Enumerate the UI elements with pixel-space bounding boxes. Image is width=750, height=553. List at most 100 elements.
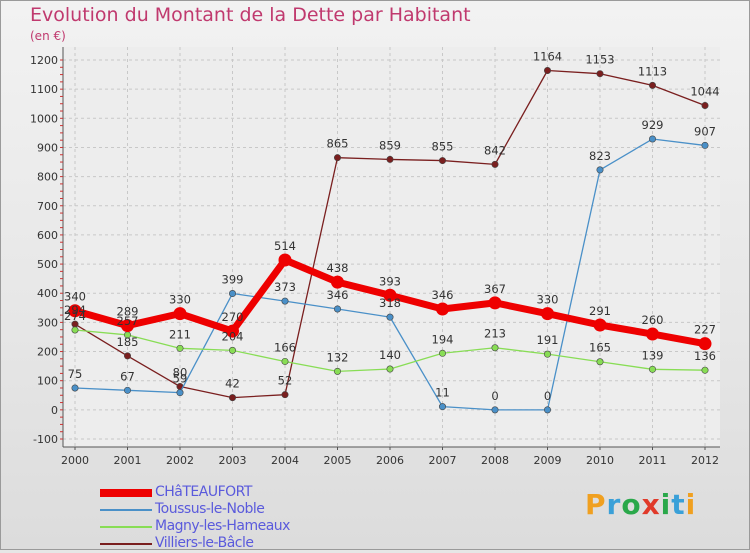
data-label: 194	[432, 332, 454, 346]
data-point	[438, 403, 446, 411]
data-label: 393	[379, 274, 401, 288]
data-point	[543, 406, 551, 414]
data-point	[333, 305, 341, 313]
legend-swatch-chateaufort	[100, 489, 152, 497]
data-label: 260	[642, 313, 664, 327]
data-point	[121, 319, 134, 333]
x-tick-label: 2007	[429, 454, 457, 467]
y-tick-label: 200	[37, 346, 58, 359]
data-label: 346	[432, 288, 454, 302]
y-tick-label: 1200	[30, 54, 58, 67]
x-tick-label: 2004	[271, 454, 299, 467]
data-label: 346	[327, 288, 349, 302]
data-point	[438, 157, 446, 165]
x-tick-label: 2006	[376, 454, 404, 467]
legend-swatch-villiers	[100, 543, 152, 545]
x-tick-label: 2008	[481, 454, 509, 467]
logo-letter: i	[660, 488, 672, 521]
data-point	[701, 101, 709, 109]
data-point	[648, 135, 656, 143]
x-tick-label: 2011	[639, 454, 667, 467]
data-label: 42	[225, 377, 240, 391]
data-point	[596, 70, 604, 78]
data-point	[333, 154, 341, 162]
data-label: 11	[435, 386, 450, 400]
data-point	[596, 166, 604, 174]
data-label: 136	[694, 349, 716, 363]
logo-letter: x	[641, 488, 661, 521]
logo-letter: t	[671, 488, 686, 521]
chart-title: Evolution du Montant de la Dette par Hab…	[30, 4, 471, 26]
data-point	[331, 275, 344, 289]
data-point	[229, 346, 237, 354]
data-label: 59	[173, 372, 188, 386]
data-point	[176, 389, 184, 397]
data-point	[491, 344, 499, 352]
data-label: 514	[274, 239, 296, 253]
x-tick-label: 2009	[534, 454, 562, 467]
data-label: 1113	[638, 64, 667, 78]
data-point	[124, 352, 132, 360]
data-point	[648, 81, 656, 89]
data-point	[173, 307, 187, 321]
data-point	[436, 302, 449, 316]
data-point	[333, 367, 341, 375]
legend-swatch-magny	[100, 526, 152, 528]
data-point	[543, 66, 551, 74]
data-label: 438	[327, 261, 349, 275]
data-point	[176, 344, 184, 352]
y-tick-label: 1000	[30, 112, 58, 125]
legend-label-villiers: Villiers-le-Bâcle	[155, 535, 254, 551]
logo-letter: o	[621, 488, 642, 521]
y-tick-label: 400	[37, 287, 58, 300]
logo-letter: i	[685, 488, 697, 521]
data-point	[488, 296, 502, 310]
data-label: 80	[173, 366, 188, 380]
data-label: 274	[64, 309, 86, 323]
data-label: 907	[694, 124, 716, 138]
data-label: 166	[274, 340, 296, 354]
data-point	[491, 160, 499, 168]
data-label: 1153	[585, 53, 614, 67]
data-point	[386, 313, 394, 321]
data-point	[701, 141, 709, 149]
y-tick-label: 900	[37, 141, 58, 154]
data-label: 855	[432, 140, 454, 154]
y-tick-label: 1100	[30, 83, 58, 96]
data-label: 823	[589, 149, 611, 163]
logo-letter: P	[585, 488, 607, 521]
data-point	[71, 384, 79, 392]
data-point	[698, 337, 712, 351]
data-point	[593, 318, 607, 332]
data-point	[543, 350, 551, 358]
data-label: 1044	[690, 84, 719, 98]
x-tick-label: 2005	[324, 454, 352, 467]
data-point	[278, 253, 292, 267]
data-label: 52	[278, 374, 293, 388]
y-tick-label: 500	[37, 258, 58, 271]
x-tick-label: 2012	[691, 454, 719, 467]
data-label: 270	[222, 310, 244, 324]
data-point	[648, 365, 656, 373]
data-label: 165	[589, 341, 611, 355]
data-point	[701, 366, 709, 374]
legend-swatch-toussus	[100, 509, 152, 511]
data-label: 67	[120, 369, 135, 383]
logo-letter: r	[606, 488, 622, 521]
data-label: 211	[169, 327, 191, 341]
data-label: 227	[694, 323, 716, 337]
data-point	[68, 304, 82, 318]
data-label: 291	[589, 304, 611, 318]
x-tick-label: 2002	[166, 454, 194, 467]
data-label: 842	[484, 143, 506, 157]
data-label: 185	[117, 335, 139, 349]
data-label: 257	[117, 314, 139, 328]
proxiti-logo: Proxiti	[585, 488, 696, 521]
y-tick-label: 800	[37, 171, 58, 184]
data-label: 330	[169, 293, 191, 307]
data-label: 865	[327, 137, 349, 151]
plot-area	[63, 47, 720, 447]
y-tick-label: 600	[37, 229, 58, 242]
data-point	[438, 349, 446, 357]
